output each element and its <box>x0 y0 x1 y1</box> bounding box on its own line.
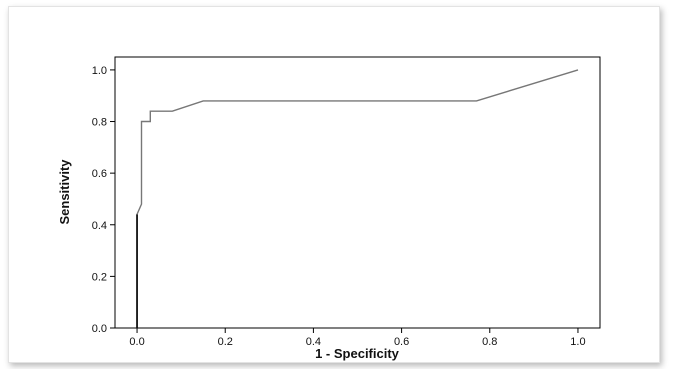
y-tick-label: 0.4 <box>92 220 107 232</box>
x-tick-label: 0.0 <box>129 336 144 348</box>
y-tick-label: 0.8 <box>92 117 107 129</box>
roc-chart: 0.0 0.2 0.4 0.6 0.8 1.0 0.0 0.2 0.4 0.6 0.8 1.0 1 … <box>57 56 601 361</box>
roc-curve-line <box>136 69 579 328</box>
x-tick-label: 0.4 <box>306 336 321 348</box>
x-axis-ticks: 0.0 0.2 0.4 0.6 0.8 1.0 <box>129 328 586 348</box>
x-tick-label: 0.6 <box>394 336 409 348</box>
y-tick-label: 0.6 <box>92 168 107 180</box>
x-tick-label: 0.2 <box>218 336 233 348</box>
y-axis-title: Sensitivity <box>57 159 72 225</box>
plot-area <box>114 56 601 329</box>
series-layer <box>136 69 579 328</box>
y-tick-label: 0.2 <box>92 271 107 283</box>
x-tick-label: 1.0 <box>570 336 585 348</box>
x-axis-title: 1 - Specificity <box>315 346 400 361</box>
y-axis-ticks: 0.0 0.2 0.4 0.6 0.8 1.0 <box>92 65 115 335</box>
y-tick-label: 1.0 <box>92 65 107 77</box>
x-tick-label: 0.8 <box>482 336 497 348</box>
figure-frame: 0.0 0.2 0.4 0.6 0.8 1.0 0.0 0.2 0.4 0.6 0.8 1.0 1 … <box>8 6 660 363</box>
y-tick-label: 0.0 <box>92 323 107 335</box>
